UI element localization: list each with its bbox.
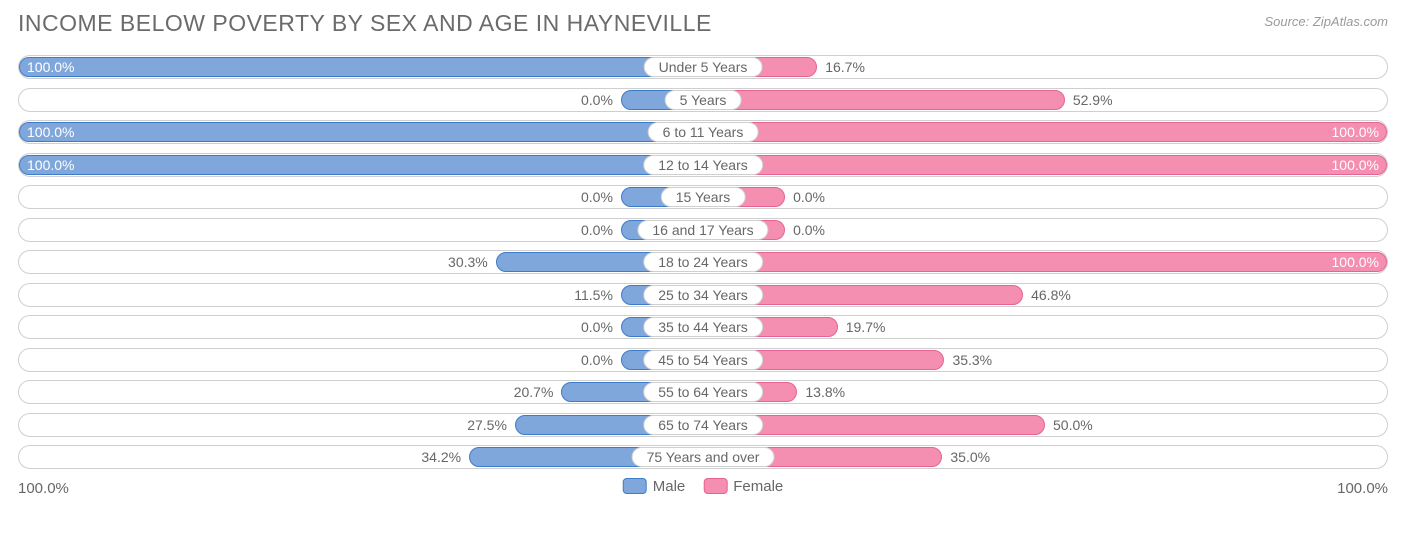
male-value-label: 100.0%	[19, 121, 74, 143]
male-bar	[19, 155, 703, 175]
female-value-label: 19.7%	[846, 316, 886, 338]
chart-row: 30.3% 100.0% 18 to 24 Years	[18, 250, 1388, 274]
legend: Male Female	[623, 478, 784, 495]
legend-label-female: Female	[733, 478, 783, 495]
chart-row: 20.7% 13.8% 55 to 64 Years	[18, 380, 1388, 404]
chart-row: 0.0% 0.0% 16 and 17 Years	[18, 218, 1388, 242]
category-label: Under 5 Years	[644, 57, 763, 77]
female-bar	[703, 155, 1387, 175]
chart-container: INCOME BELOW POVERTY BY SEX AND AGE IN H…	[0, 0, 1406, 558]
category-label: 16 and 17 Years	[637, 220, 768, 240]
chart-row: 100.0% 100.0% 6 to 11 Years	[18, 120, 1388, 144]
male-bar	[19, 122, 703, 142]
category-label: 25 to 34 Years	[643, 285, 763, 305]
source-attribution: Source: ZipAtlas.com	[1264, 10, 1388, 29]
female-value-label: 100.0%	[1332, 251, 1387, 273]
legend-item-male: Male	[623, 478, 686, 495]
male-value-label: 0.0%	[581, 186, 613, 208]
female-value-label: 0.0%	[793, 219, 825, 241]
male-value-label: 34.2%	[421, 446, 461, 468]
legend-swatch-male	[623, 478, 647, 494]
male-value-label: 0.0%	[581, 219, 613, 241]
chart-row: 0.0% 19.7% 35 to 44 Years	[18, 315, 1388, 339]
category-label: 15 Years	[661, 187, 746, 207]
category-label: 75 Years and over	[632, 447, 775, 467]
legend-swatch-female	[703, 478, 727, 494]
male-value-label: 20.7%	[514, 381, 554, 403]
female-value-label: 100.0%	[1332, 154, 1387, 176]
male-value-label: 100.0%	[19, 56, 74, 78]
chart-area: 100.0% 16.7% Under 5 Years 0.0% 52.9% 5 Years…	[18, 55, 1388, 469]
category-label: 5 Years	[665, 90, 742, 110]
legend-item-female: Female	[703, 478, 783, 495]
category-label: 45 to 54 Years	[643, 350, 763, 370]
male-value-label: 100.0%	[19, 154, 74, 176]
category-label: 6 to 11 Years	[648, 122, 759, 142]
male-value-label: 30.3%	[448, 251, 488, 273]
female-value-label: 50.0%	[1053, 414, 1093, 436]
category-label: 12 to 14 Years	[643, 155, 763, 175]
category-label: 35 to 44 Years	[643, 317, 763, 337]
chart-row: 100.0% 16.7% Under 5 Years	[18, 55, 1388, 79]
chart-title: INCOME BELOW POVERTY BY SEX AND AGE IN H…	[18, 10, 712, 37]
axis-label-left: 100.0%	[18, 480, 69, 497]
chart-row: 27.5% 50.0% 65 to 74 Years	[18, 413, 1388, 437]
category-label: 18 to 24 Years	[643, 252, 763, 272]
chart-row: 11.5% 46.8% 25 to 34 Years	[18, 283, 1388, 307]
chart-row: 0.0% 52.9% 5 Years	[18, 88, 1388, 112]
female-value-label: 100.0%	[1332, 121, 1387, 143]
female-value-label: 35.3%	[952, 349, 992, 371]
female-bar	[703, 122, 1387, 142]
female-value-label: 52.9%	[1073, 89, 1113, 111]
female-bar	[703, 90, 1065, 110]
female-bar	[703, 252, 1387, 272]
chart-row: 34.2% 35.0% 75 Years and over	[18, 445, 1388, 469]
male-value-label: 11.5%	[574, 284, 613, 306]
header: INCOME BELOW POVERTY BY SEX AND AGE IN H…	[18, 10, 1388, 37]
category-label: 65 to 74 Years	[643, 415, 763, 435]
chart-row: 0.0% 35.3% 45 to 54 Years	[18, 348, 1388, 372]
male-bar	[19, 57, 703, 77]
male-value-label: 0.0%	[581, 316, 613, 338]
chart-footer: 100.0% Male Female 100.0%	[18, 478, 1388, 508]
female-value-label: 13.8%	[805, 381, 845, 403]
chart-row: 0.0% 0.0% 15 Years	[18, 185, 1388, 209]
female-value-label: 16.7%	[825, 56, 865, 78]
female-value-label: 0.0%	[793, 186, 825, 208]
chart-row: 100.0% 100.0% 12 to 14 Years	[18, 153, 1388, 177]
axis-label-right: 100.0%	[1337, 480, 1388, 497]
male-value-label: 0.0%	[581, 349, 613, 371]
female-value-label: 46.8%	[1031, 284, 1071, 306]
female-value-label: 35.0%	[950, 446, 990, 468]
category-label: 55 to 64 Years	[643, 382, 763, 402]
male-value-label: 27.5%	[467, 414, 507, 436]
male-value-label: 0.0%	[581, 89, 613, 111]
legend-label-male: Male	[653, 478, 686, 495]
